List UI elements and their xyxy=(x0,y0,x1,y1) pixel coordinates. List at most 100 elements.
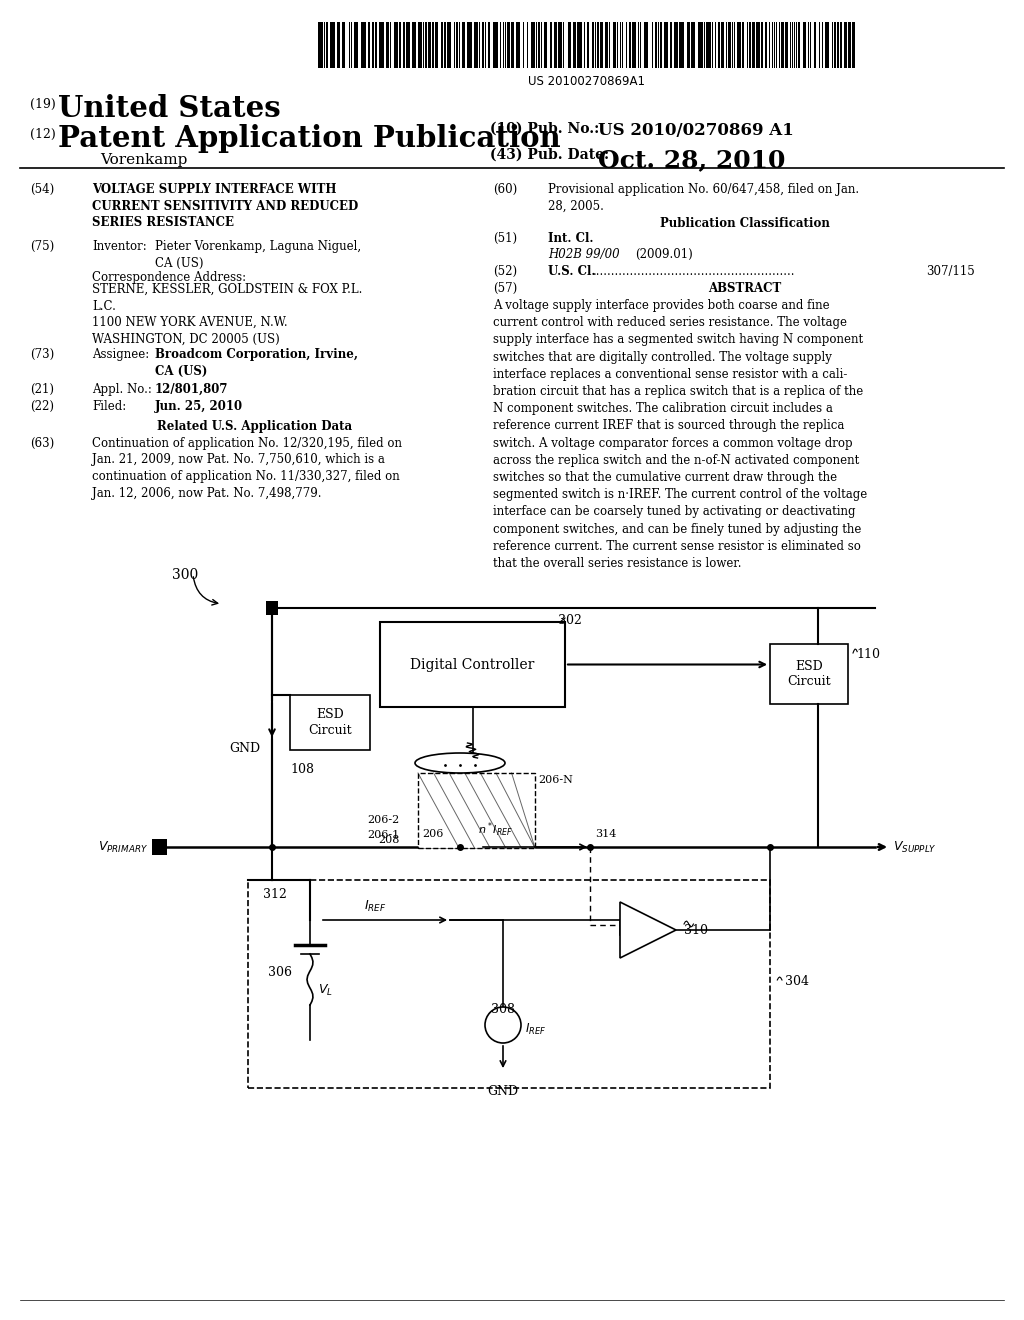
Bar xyxy=(844,22,847,69)
Bar xyxy=(742,22,744,69)
Bar xyxy=(670,22,672,69)
Bar xyxy=(386,22,389,69)
Bar xyxy=(840,22,842,69)
Bar xyxy=(770,644,848,704)
Bar xyxy=(467,22,472,69)
Bar xyxy=(444,22,446,69)
Text: 206-2: 206-2 xyxy=(368,814,400,825)
Bar xyxy=(330,22,335,69)
Text: (54): (54) xyxy=(30,183,54,195)
Bar xyxy=(691,22,695,69)
Bar xyxy=(679,22,684,69)
Bar xyxy=(266,601,278,615)
Bar xyxy=(493,22,498,69)
Bar xyxy=(337,22,340,69)
Text: (10) Pub. No.:: (10) Pub. No.: xyxy=(490,121,599,136)
Bar xyxy=(605,22,608,69)
Bar xyxy=(558,22,562,69)
Bar xyxy=(380,622,565,708)
Text: US 20100270869A1: US 20100270869A1 xyxy=(528,75,645,88)
Text: Assignee:: Assignee: xyxy=(92,348,150,360)
Bar xyxy=(852,22,855,69)
Bar xyxy=(687,22,690,69)
Bar xyxy=(375,22,377,69)
Bar xyxy=(587,22,589,69)
Text: $V_L$: $V_L$ xyxy=(318,982,333,998)
Bar xyxy=(644,22,648,69)
Bar xyxy=(706,22,711,69)
Bar xyxy=(655,22,657,69)
Text: (52): (52) xyxy=(493,265,517,279)
Text: Inventor:: Inventor: xyxy=(92,240,146,253)
Text: United States: United States xyxy=(58,94,281,123)
Bar xyxy=(361,22,366,69)
Bar xyxy=(577,22,582,69)
Text: (57): (57) xyxy=(493,282,517,294)
Bar xyxy=(318,22,323,69)
Text: Filed:: Filed: xyxy=(92,400,126,413)
Text: (51): (51) xyxy=(493,232,517,246)
Text: 300: 300 xyxy=(172,568,199,582)
Bar xyxy=(781,22,784,69)
Bar xyxy=(152,840,167,855)
Text: (2009.01): (2009.01) xyxy=(635,248,693,261)
Text: ......................................................: ........................................… xyxy=(593,265,796,279)
Bar xyxy=(721,22,724,69)
Text: VOLTAGE SUPPLY INTERFACE WITH
CURRENT SENSITIVITY AND REDUCED
SERIES RESISTANCE: VOLTAGE SUPPLY INTERFACE WITH CURRENT SE… xyxy=(92,183,358,228)
Text: Broadcom Corporation, Irvine,
CA (US): Broadcom Corporation, Irvine, CA (US) xyxy=(155,348,358,378)
Bar xyxy=(394,22,398,69)
Text: 206: 206 xyxy=(422,829,443,840)
Text: 312: 312 xyxy=(263,888,287,902)
Text: Publication Classification: Publication Classification xyxy=(660,216,829,230)
Bar xyxy=(428,22,431,69)
Bar xyxy=(550,22,552,69)
Bar xyxy=(368,22,370,69)
Text: Patent Application Publication: Patent Application Publication xyxy=(58,124,560,153)
Bar xyxy=(592,22,594,69)
Text: (43) Pub. Date:: (43) Pub. Date: xyxy=(490,148,609,162)
Bar xyxy=(837,22,839,69)
Text: A voltage supply interface provides both coarse and fine
current control with re: A voltage supply interface provides both… xyxy=(493,300,867,570)
Text: ABSTRACT: ABSTRACT xyxy=(709,282,781,294)
Text: (21): (21) xyxy=(30,383,54,396)
Bar xyxy=(674,22,678,69)
Ellipse shape xyxy=(415,752,505,774)
Text: (63): (63) xyxy=(30,437,54,450)
Bar xyxy=(756,22,760,69)
Bar xyxy=(664,22,668,69)
Bar xyxy=(418,774,535,847)
Bar xyxy=(785,22,788,69)
Bar xyxy=(737,22,741,69)
Text: H02B 99/00: H02B 99/00 xyxy=(548,248,620,261)
Bar xyxy=(418,22,422,69)
Text: GND: GND xyxy=(487,1085,518,1098)
Bar xyxy=(342,22,345,69)
Text: (19): (19) xyxy=(30,98,55,111)
Bar xyxy=(435,22,438,69)
Bar xyxy=(761,22,763,69)
Bar xyxy=(441,22,443,69)
Bar xyxy=(538,22,540,69)
Bar xyxy=(632,22,636,69)
Text: 308: 308 xyxy=(490,1003,515,1016)
Bar xyxy=(516,22,520,69)
Bar xyxy=(399,22,401,69)
Bar xyxy=(507,22,510,69)
Text: Vorenkamp: Vorenkamp xyxy=(100,153,187,168)
Text: Digital Controller: Digital Controller xyxy=(411,657,535,672)
Bar xyxy=(248,880,770,1088)
Bar xyxy=(474,22,478,69)
Text: $I_{REF}$: $I_{REF}$ xyxy=(525,1022,546,1036)
Bar xyxy=(698,22,703,69)
Bar xyxy=(425,22,427,69)
Bar xyxy=(568,22,571,69)
Text: Provisional application No. 60/647,458, filed on Jan.
28, 2005.: Provisional application No. 60/647,458, … xyxy=(548,183,859,213)
Bar xyxy=(354,22,358,69)
Text: (75): (75) xyxy=(30,240,54,253)
Text: 307/115: 307/115 xyxy=(927,265,975,279)
Bar xyxy=(447,22,451,69)
Text: STERNE, KESSLER, GOLDSTEIN & FOX P.L.
L.C.
1100 NEW YORK AVENUE, N.W.
WASHINGTON: STERNE, KESSLER, GOLDSTEIN & FOX P.L. L.… xyxy=(92,282,362,346)
Bar xyxy=(406,22,410,69)
Bar xyxy=(613,22,616,69)
Text: 206-N: 206-N xyxy=(538,775,572,785)
